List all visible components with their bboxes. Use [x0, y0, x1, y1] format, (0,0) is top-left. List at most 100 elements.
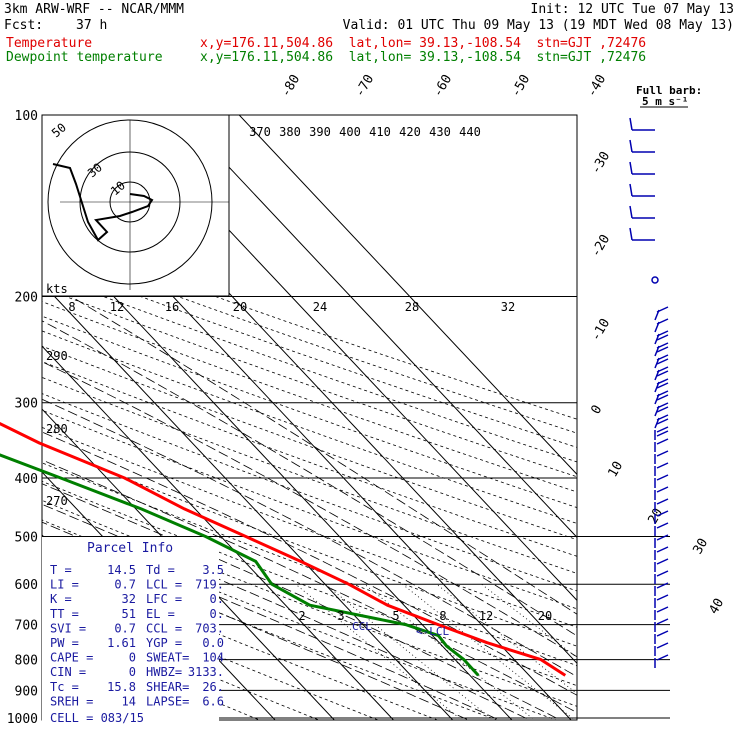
isotherm: [42, 408, 335, 720]
init-time: Init: 12 UTC Tue 07 May 13: [530, 2, 735, 17]
wind-barb: [656, 346, 669, 353]
parcel-field-value: 0.7: [114, 621, 136, 635]
parcel-field-label: CIN =: [50, 665, 86, 679]
dry-adiabat: [42, 409, 577, 610]
wind-barb-unit: 5 m s⁻¹: [642, 95, 688, 108]
parcel-field-value: 0.7: [114, 578, 136, 592]
dry-adiabat: [42, 287, 577, 478]
wind-barb: [629, 117, 633, 131]
temperature-axis-label: -10: [588, 316, 613, 344]
parcel-field-value: 0.: [210, 592, 224, 606]
mixing-ratio-label: 12: [110, 300, 124, 314]
isotherm: [179, 115, 577, 539]
pressure-label: 100: [15, 109, 38, 124]
temperature-axis-label: -50: [508, 72, 533, 100]
wind-barb: [656, 510, 669, 517]
wind-barb: [656, 474, 669, 481]
parcel-field-value: 0.: [210, 607, 224, 621]
dry-adiabat: [42, 604, 320, 720]
pressure-label: 300: [15, 397, 38, 412]
theta-label: 390: [309, 125, 331, 139]
parcel-field-label: SWEAT=: [146, 651, 189, 665]
pressure-label: 400: [15, 472, 38, 487]
parcel-field-label: LAPSE=: [146, 694, 189, 708]
parcel-field-value: 26.: [202, 680, 224, 694]
mixing-ratio-label: 3: [337, 609, 344, 623]
wind-barb: [656, 570, 669, 577]
temperature-profile: [0, 421, 567, 677]
parcel-field-value: 0: [129, 665, 136, 679]
parcel-field-value: 51: [122, 607, 136, 621]
wind-barb: [656, 438, 669, 445]
wind-barb: [656, 498, 669, 505]
dry-adiabat-label: 270: [46, 494, 68, 508]
parcel-field-label: TT =: [50, 607, 79, 621]
wind-barb: [656, 402, 669, 409]
wind-barb: [656, 534, 669, 541]
pressure-label: 500: [15, 530, 38, 545]
temperature-axis-label: 30: [690, 536, 711, 557]
hodograph-units: kts: [46, 282, 68, 296]
wind-barb: [656, 582, 669, 589]
wind-barb: [656, 642, 669, 649]
mixing-ratio-label: 12: [479, 609, 493, 623]
moist-adiabat: [42, 483, 562, 720]
parcel-field-value: 104: [202, 651, 224, 665]
wind-barb-legend: Full barb:: [636, 84, 702, 97]
forecast-hour: 37 h: [76, 18, 108, 33]
wind-barb: [656, 462, 669, 469]
wind-barb: [656, 358, 669, 365]
pressure-label: 200: [15, 291, 38, 306]
parcel-field-value: 6.6: [202, 694, 224, 708]
temperature-axis-label: -70: [352, 72, 377, 100]
wind-barb: [656, 414, 669, 421]
theta-label: 440: [459, 125, 481, 139]
mixing-ratio-label: 8: [439, 609, 446, 623]
theta-label: 370: [249, 125, 271, 139]
parcel-field-label: Td =: [146, 563, 175, 577]
wind-barb: [629, 205, 633, 219]
temperature-axis-label: -80: [278, 72, 303, 100]
temperature-location: x,y=176.11,504.86 lat,lon= 39.13,-108.54…: [200, 36, 647, 51]
parcel-field-label: LI =: [50, 578, 79, 592]
model-title: 3km ARW-WRF -- NCAR/MMM: [4, 2, 185, 17]
parcel-field-label: CCL =: [146, 621, 182, 635]
mixing-ratio-label: 28: [405, 300, 419, 314]
parcel-field-label: T =: [50, 563, 72, 577]
temperature-axis-label: -20: [588, 232, 613, 260]
wind-barb: [656, 486, 669, 493]
parcel-info: Parcel Info T = 14.5 Td = 3.5 LI = 0.7 LCL = 719…: [50, 541, 224, 725]
wind-barb: [656, 618, 669, 625]
wind-barb: [629, 139, 633, 153]
wind-barb: [656, 522, 669, 529]
mixing-ratio-label: 20: [233, 300, 247, 314]
wind-barb: [656, 342, 669, 349]
plot-frame: [41, 114, 578, 721]
theta-label: 410: [369, 125, 391, 139]
parcel-info-title: Parcel Info: [87, 541, 173, 556]
parcel-field-label: EL =: [146, 607, 175, 621]
parcel-field-value: 14: [122, 694, 136, 708]
mixing-ratio-label: 8: [68, 300, 75, 314]
lcl-marker: <-LCL: [416, 625, 449, 638]
wind-barb: [656, 406, 669, 413]
ccl-marker: CCL: [352, 620, 372, 633]
dewpoint-profile: [0, 453, 480, 677]
mixing-ratio-label: 2: [298, 609, 305, 623]
parcel-cell: CELL = 083/15: [50, 711, 144, 725]
theta-label: 400: [339, 125, 361, 139]
isotherm: [238, 115, 577, 476]
temperature-legend: Temperature: [6, 36, 93, 51]
isotherm: [42, 345, 395, 720]
parcel-field-label: YGP =: [146, 636, 182, 650]
parcel-field-value: 3133.: [188, 665, 224, 679]
pressure-label: 700: [15, 619, 38, 634]
parcel-field-label: SHEAR=: [146, 680, 189, 694]
wind-barb: [656, 430, 669, 437]
moist-adiabat: [42, 398, 577, 678]
dry-adiabat: [42, 376, 577, 574]
wind-barb: [656, 378, 669, 385]
wind-barb: [656, 390, 669, 397]
mixing-ratio-label: 16: [165, 300, 179, 314]
wind-barb: [656, 558, 669, 565]
